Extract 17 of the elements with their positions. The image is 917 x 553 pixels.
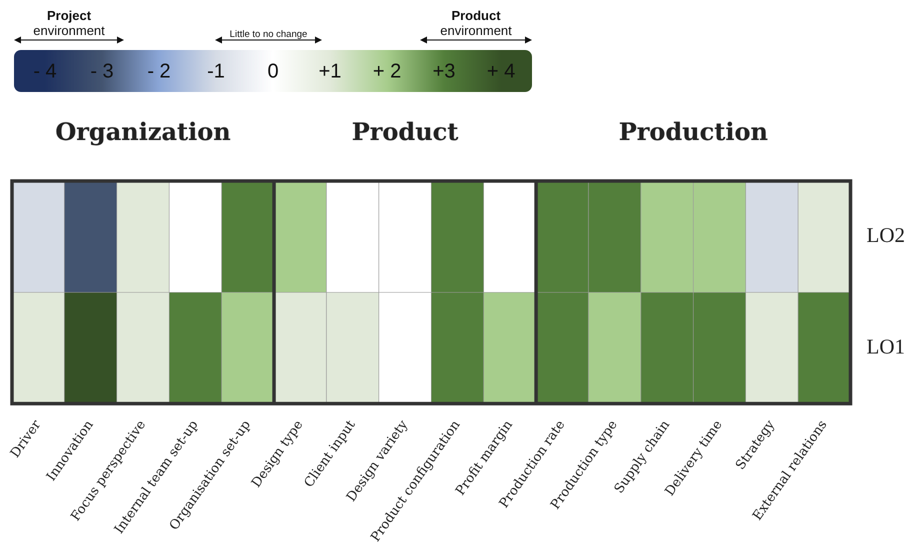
text: Little to no change [230,29,308,40]
color-bar-label: - 4 [33,60,57,83]
y-tick-label: LO1 [866,334,906,359]
text: Organization [55,117,231,146]
color-bar-label: +3 [432,60,456,83]
text: Product [352,117,458,146]
color-bar-label: - 2 [147,60,171,83]
y-tick-label: LO2 [866,223,906,248]
text: Production [618,117,768,146]
color-bar-label: +1 [318,60,342,83]
color-bar-label: + 2 [372,60,402,83]
color-bar-label: -1 [207,60,225,83]
text: Project environment [33,8,106,38]
color-bar-label: + 4 [486,60,516,83]
color-bar-label: - 3 [90,60,114,83]
text: Product environment [440,8,512,38]
color-bar-label: 0 [267,60,279,83]
